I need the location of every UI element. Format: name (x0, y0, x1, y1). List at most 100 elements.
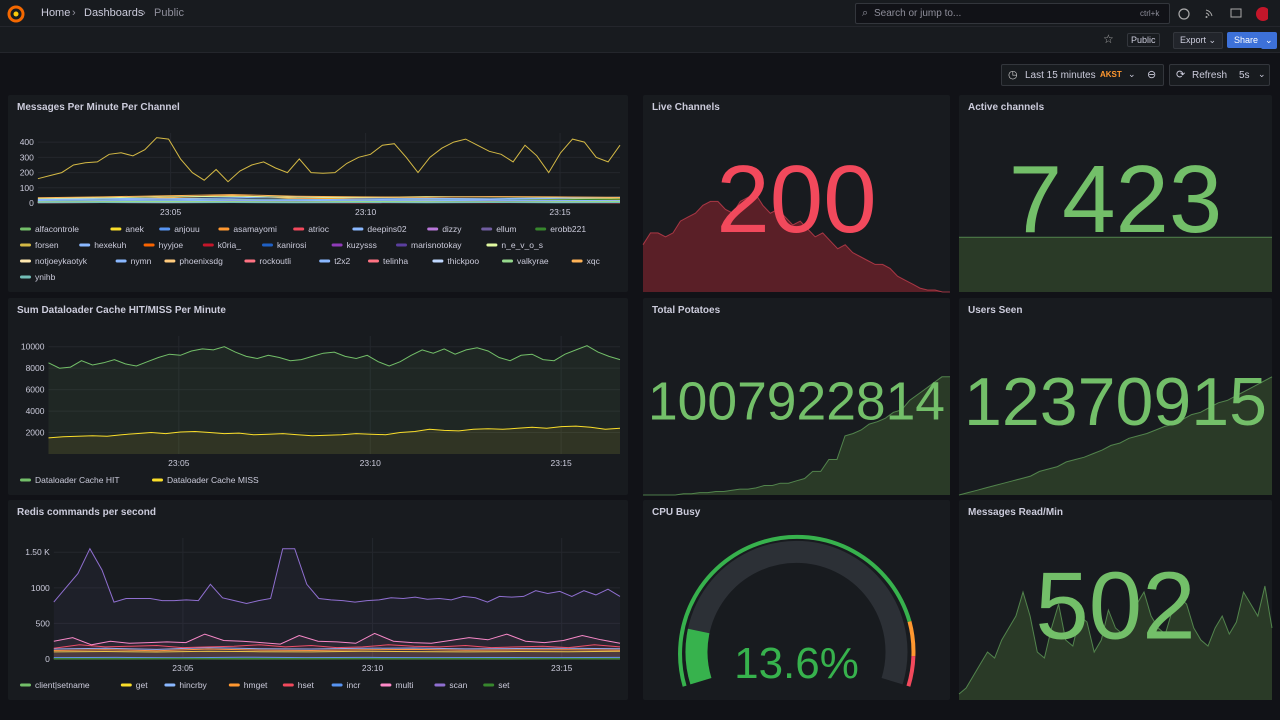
legend-label: multi (395, 680, 413, 690)
breadcrumb: Public (154, 7, 184, 19)
series-line (37, 196, 621, 200)
y-tick-label: 300 (20, 152, 34, 162)
legend-swatch (20, 478, 31, 482)
legend-swatch (152, 478, 163, 482)
caret: ⌄ (1258, 69, 1266, 79)
separator: › (142, 7, 146, 19)
clock-icon: ◷ (1008, 69, 1018, 81)
legend-label: set (498, 680, 510, 690)
series-line (53, 656, 621, 659)
panel-title: CPU Busy (652, 507, 701, 518)
legend-label: atrioc (308, 224, 330, 234)
legend-label: notjoeykaotyk (35, 256, 88, 266)
series-area (53, 651, 621, 659)
stat-value: 502 (1035, 553, 1195, 660)
legend-swatch (483, 683, 495, 687)
zoom-out[interactable]: ⊖ (1147, 69, 1157, 81)
panel (8, 298, 628, 495)
series-line (37, 196, 621, 201)
series-area (53, 657, 621, 659)
legend-swatch (115, 259, 127, 263)
series-line (37, 195, 621, 199)
legend-swatch (164, 683, 176, 687)
share-button[interactable]: Share (1227, 32, 1266, 48)
refresh-interval[interactable]: 5s (1239, 70, 1250, 81)
star-button[interactable]: ☆ (1103, 32, 1114, 46)
y-tick-label: 400 (20, 137, 34, 147)
series-line (37, 201, 621, 203)
search-placeholder: Search or jump to... (874, 8, 962, 19)
legend-label: kanirosi (277, 240, 306, 250)
legend-label: n_e_v_o_s (501, 240, 543, 250)
share-menu[interactable]: ⌄ (1261, 32, 1277, 49)
legend-label: Dataloader Cache MISS (167, 475, 259, 485)
sparkline-line (958, 376, 1273, 496)
refresh-label[interactable]: Refresh (1192, 70, 1228, 81)
x-tick-label: 23:10 (362, 663, 384, 673)
y-tick-label: 2000 (26, 428, 45, 438)
top-icons[interactable] (1178, 7, 1268, 21)
series-line (37, 201, 621, 203)
breadcrumb[interactable]: Dashboards (84, 7, 144, 19)
legend-swatch (218, 227, 230, 231)
legend-label: ellum (496, 224, 516, 234)
legend-label: alfacontrole (35, 224, 79, 234)
legend-label: client|setname (35, 680, 90, 690)
time-range: Last 15 minutes (1025, 70, 1096, 81)
series-area (53, 658, 621, 659)
x-tick-label: 23:05 (168, 458, 190, 468)
refresh-picker[interactable]: ⟳ Refresh 5s ⌄ (1169, 64, 1270, 86)
panel-title: Live Channels (652, 102, 720, 113)
y-tick-label: 6000 (26, 385, 45, 395)
legend-label: Dataloader Cache HIT (35, 475, 120, 485)
series-line (37, 137, 621, 183)
legend-swatch (502, 259, 513, 263)
legend-label: nymn (131, 256, 152, 266)
gauge-value (685, 628, 712, 685)
legend-swatch (20, 683, 31, 687)
sparkline-line (643, 376, 950, 496)
legend-swatch (120, 683, 132, 687)
breadcrumb[interactable]: Home (41, 7, 71, 19)
threshold-band (678, 534, 912, 687)
export-button[interactable]: Export ⌄ (1173, 32, 1224, 49)
legend-swatch (159, 227, 171, 231)
legend-swatch (143, 243, 155, 247)
series-line (37, 200, 621, 203)
series-line (48, 425, 621, 439)
panel-title: Sum Dataloader Cache HIT/MISS Per Minute (17, 305, 226, 316)
sparkline-area (959, 237, 1272, 292)
legend-label: valkyrae (517, 256, 549, 266)
logo[interactable] (7, 5, 25, 23)
legend-label: get (136, 680, 148, 690)
legend-label: thickpoo (447, 256, 479, 266)
y-tick-label: 8000 (26, 363, 45, 373)
y-tick-label: 200 (20, 168, 34, 178)
legend-swatch (432, 259, 444, 263)
legend-label: hset (298, 680, 315, 690)
gauge-track (685, 540, 908, 685)
legend-label: incr (347, 680, 361, 690)
panel-title: Total Potatoes (652, 305, 721, 316)
stat-value: 7423 (1009, 146, 1223, 253)
legend-label: marisnotokay (411, 240, 462, 250)
search-box[interactable]: ⌕ Search or jump to... ctrl+k (855, 3, 1170, 24)
series-line (53, 547, 621, 605)
legend-swatch (434, 683, 446, 687)
legend-swatch (571, 259, 583, 263)
series-line (53, 648, 621, 652)
legend-label: deepins02 (367, 224, 407, 234)
panel-title: Messages Per Minute Per Channel (17, 102, 180, 113)
x-tick-label: 23:10 (355, 207, 377, 217)
panel (8, 500, 628, 700)
panel (959, 298, 1272, 495)
legend-label: phoenixsdg (179, 256, 223, 266)
sparkline-area (643, 193, 950, 292)
time-picker[interactable]: ◷ Last 15 minutes AKST ⌄ ⊖ (1001, 64, 1164, 86)
series-area (53, 649, 621, 659)
threshold-band (906, 655, 916, 687)
series-area (53, 644, 621, 659)
series-line (53, 632, 621, 646)
stat-value: 1007922814 (648, 373, 945, 432)
